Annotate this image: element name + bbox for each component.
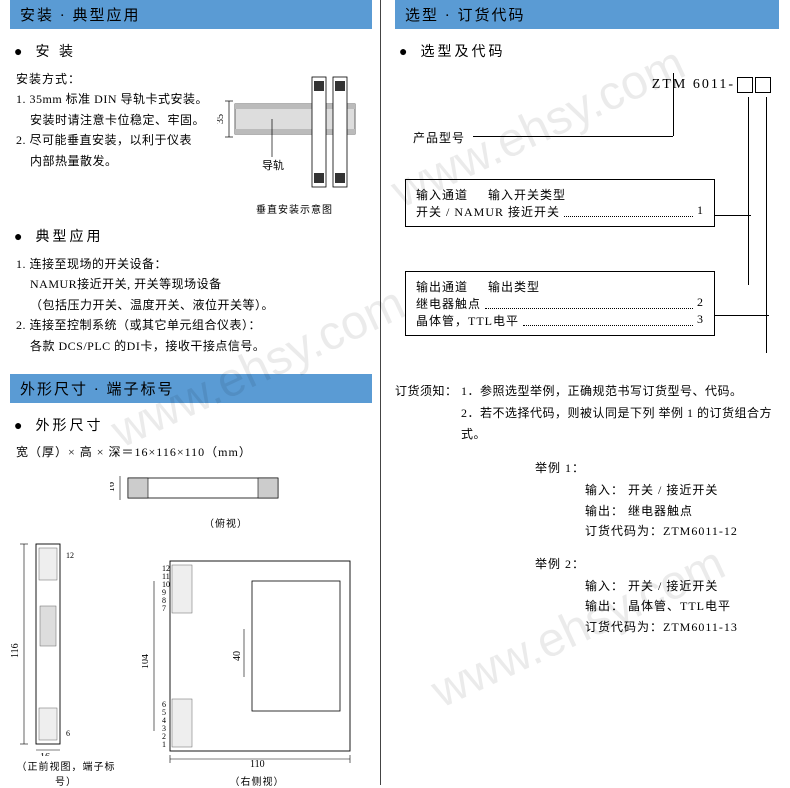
top-view-caption: （俯视） bbox=[80, 515, 372, 530]
wire-line bbox=[748, 97, 749, 285]
box1-title1: 输入通道 bbox=[416, 188, 468, 202]
ex2-title: 举例 2： bbox=[535, 554, 779, 574]
install-title: 安 装 bbox=[14, 41, 372, 61]
typical-2b: 各款 DCS/PLC 的DI卡，接收干接点信号。 bbox=[30, 336, 372, 356]
box2-row2-label: 晶体管，TTL电平 bbox=[416, 312, 519, 329]
wire-line bbox=[750, 215, 751, 216]
model-code-line: ZTM 6011- bbox=[395, 77, 771, 93]
svg-text:16: 16 bbox=[40, 752, 50, 756]
svg-text:40: 40 bbox=[232, 651, 243, 661]
ex2-out: 输出： 晶体管、TTL电平 bbox=[585, 596, 779, 616]
install-item-2a: 2. 尽可能垂直安装，以利于仪表 bbox=[16, 130, 209, 150]
model-prefix: ZTM 6011- bbox=[652, 77, 735, 92]
option-box-output: 输出通道 输出类型 继电器触点 2 晶体管，TTL电平 3 bbox=[405, 271, 715, 336]
install-item-1b: 安装时请注意卡位稳定、牢固。 bbox=[30, 110, 209, 130]
box2-row1-code: 2 bbox=[697, 295, 704, 312]
side-view-svg: 1211 109 87 65 43 21 104 40 110 bbox=[142, 551, 372, 771]
box2-row2-code: 3 bbox=[697, 312, 704, 329]
side-view: 1211 109 87 65 43 21 104 40 110 （右侧视） bbox=[142, 551, 372, 788]
box1-titles: 输入通道 输入开关类型 bbox=[416, 186, 704, 203]
install-method-label: 安装方式： bbox=[16, 69, 209, 89]
svg-text:6: 6 bbox=[66, 729, 70, 738]
ex1-code: 订货代码为：ZTM6011-12 bbox=[585, 521, 779, 541]
order-label: 订货须知： bbox=[395, 384, 458, 398]
wire-line bbox=[715, 215, 751, 216]
left-column: 安装 · 典型应用 安 装 安装方式： 1. 35mm 标准 DIN 导轨卡式安… bbox=[0, 0, 380, 785]
box2-title1: 输出通道 bbox=[416, 280, 468, 294]
wire-line bbox=[473, 136, 673, 137]
top-view: 16 （俯视） bbox=[110, 468, 372, 530]
product-model-label: 产品型号 bbox=[413, 129, 465, 146]
front-view: 116 12 6 16 （正前视图，端子标号） bbox=[10, 536, 122, 788]
install-item-2b: 内部热量散发。 bbox=[30, 151, 209, 171]
wire-line bbox=[715, 315, 769, 316]
dots bbox=[523, 312, 693, 326]
ex2-in: 输入： 开关 / 接近开关 bbox=[585, 576, 779, 596]
dim-35: 35 bbox=[217, 114, 226, 124]
wire-line bbox=[673, 73, 674, 136]
order-2: 2．若不选择代码，则被认同是下列 举例 1 的订货组合方式。 bbox=[461, 403, 779, 446]
code-slot-2 bbox=[755, 77, 771, 93]
section-header-dimensions: 外形尺寸 · 端子标号 bbox=[10, 374, 372, 403]
box2-row1-label: 继电器触点 bbox=[416, 295, 481, 312]
typical-1a: 1. 连接至现场的开关设备： bbox=[16, 254, 372, 274]
front-view-svg: 116 12 6 16 bbox=[10, 536, 80, 756]
svg-text:110: 110 bbox=[250, 759, 265, 770]
order-notes: 订货须知： 1．参照选型举例，正确规范书写订货型号、代码。 2．若不选择代码，则… bbox=[395, 381, 779, 446]
dimension-figures: 116 12 6 16 （正前视图，端子标号） bbox=[10, 536, 372, 788]
dim-title: 外形尺寸 bbox=[14, 415, 372, 435]
side-view-caption: （右侧视） bbox=[142, 773, 372, 788]
svg-text:7: 7 bbox=[162, 604, 166, 613]
rail-label: 导轨 bbox=[262, 158, 284, 172]
top-view-svg: 16 bbox=[110, 468, 310, 513]
box1-row1-label: 开关 / NAMUR 接近开关 bbox=[416, 203, 560, 220]
section-header-ordering: 选型 · 订货代码 bbox=[395, 0, 779, 29]
typical-title: 典型应用 bbox=[14, 226, 372, 246]
box1-row1: 开关 / NAMUR 接近开关 1 bbox=[416, 203, 704, 220]
svg-text:16: 16 bbox=[110, 482, 117, 492]
dim-formula: 宽（厚）× 高 × 深＝16×116×110（mm） bbox=[16, 443, 372, 460]
dots bbox=[564, 203, 693, 217]
ex1-title: 举例 1： bbox=[535, 458, 779, 478]
box1-row1-code: 1 bbox=[697, 203, 704, 220]
svg-text:1: 1 bbox=[162, 740, 166, 749]
box2-titles: 输出通道 输出类型 bbox=[416, 278, 704, 295]
install-text: 安装方式： 1. 35mm 标准 DIN 导轨卡式安装。 安装时请注意卡位稳定、… bbox=[10, 69, 209, 171]
install-item-1a: 1. 35mm 标准 DIN 导轨卡式安装。 bbox=[16, 89, 209, 109]
order-1: 1．参照选型举例，正确规范书写订货型号、代码。 bbox=[461, 384, 743, 398]
box2-row2: 晶体管，TTL电平 3 bbox=[416, 312, 704, 329]
svg-text:12: 12 bbox=[66, 551, 74, 560]
example-1: 举例 1： 输入： 开关 / 接近开关 输出： 继电器触点 订货代码为：ZTM6… bbox=[535, 458, 779, 542]
ex1-out: 输出： 继电器触点 bbox=[585, 501, 779, 521]
box2-title2: 输出类型 bbox=[488, 280, 540, 294]
install-row: 安装方式： 1. 35mm 标准 DIN 导轨卡式安装。 安装时请注意卡位稳定、… bbox=[10, 69, 372, 216]
model-title: 选型及代码 bbox=[399, 41, 779, 61]
typical-1c: （包括压力开关、温度开关、液位开关等）。 bbox=[30, 295, 372, 315]
install-fig-caption: 垂直安装示意图 bbox=[217, 201, 372, 216]
box1-title2: 输入开关类型 bbox=[488, 188, 566, 202]
box2-row1: 继电器触点 2 bbox=[416, 295, 704, 312]
install-figure: 35 导轨 bbox=[217, 69, 372, 216]
svg-text:104: 104 bbox=[142, 654, 151, 669]
section-header-install: 安装 · 典型应用 bbox=[10, 0, 372, 29]
ordering-diagram: 产品型号 输入通道 输入开关类型 开关 / NAMUR 接近开关 1 bbox=[395, 97, 779, 367]
page-columns: 安装 · 典型应用 安 装 安装方式： 1. 35mm 标准 DIN 导轨卡式安… bbox=[0, 0, 790, 785]
din-rail-diagram: 35 导轨 bbox=[217, 69, 367, 199]
front-view-caption: （正前视图，端子标号） bbox=[10, 758, 122, 788]
example-2: 举例 2： 输入： 开关 / 接近开关 输出： 晶体管、TTL电平 订货代码为：… bbox=[535, 554, 779, 638]
typical-2a: 2. 连接至控制系统（或其它单元组合仪表）： bbox=[16, 315, 372, 335]
ex2-code: 订货代码为：ZTM6011-13 bbox=[585, 617, 779, 637]
option-box-input: 输入通道 输入开关类型 开关 / NAMUR 接近开关 1 bbox=[405, 179, 715, 227]
code-slot-1 bbox=[737, 77, 753, 93]
dots bbox=[485, 295, 693, 309]
ex1-in: 输入： 开关 / 接近开关 bbox=[585, 480, 779, 500]
svg-text:116: 116 bbox=[10, 643, 21, 658]
typical-1b: NAMUR接近开关, 开关等现场设备 bbox=[30, 274, 372, 294]
right-column: 选型 · 订货代码 选型及代码 ZTM 6011- 产品型号 输入通道 输入开关… bbox=[381, 0, 789, 785]
